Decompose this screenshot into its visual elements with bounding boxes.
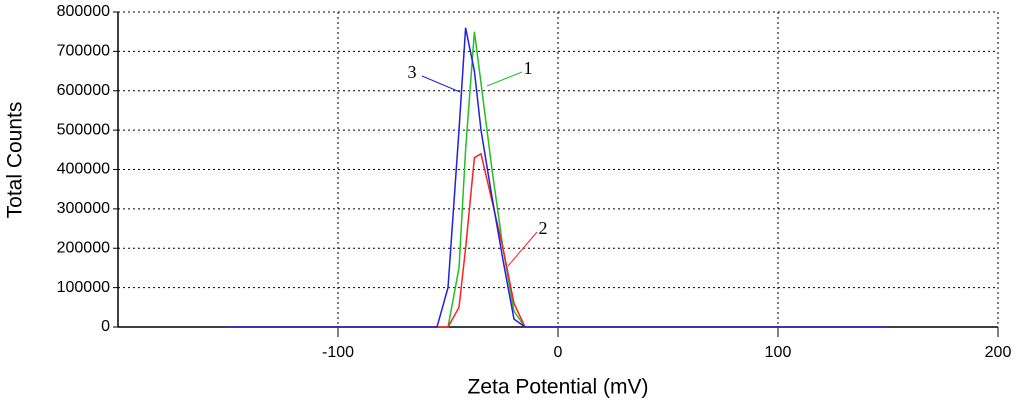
y-tick-label: 500000 xyxy=(57,121,110,138)
label-leader xyxy=(421,75,461,93)
x-tick-label: 100 xyxy=(765,344,792,361)
y-tick-label: 200000 xyxy=(57,239,110,256)
label-leader xyxy=(486,71,523,87)
y-tick-label: 700000 xyxy=(57,43,110,60)
series-label: 2 xyxy=(539,218,548,238)
x-tick-label: -100 xyxy=(322,344,354,361)
x-tick-label: 0 xyxy=(554,344,563,361)
y-tick-label: 0 xyxy=(101,318,110,335)
series-label: 3 xyxy=(408,62,417,82)
y-tick-label: 100000 xyxy=(57,279,110,296)
series-line xyxy=(228,27,888,328)
x-axis-title: Zeta Potential (mV) xyxy=(468,376,649,399)
y-tick-label: 300000 xyxy=(57,200,110,217)
y-axis-title: Total Counts xyxy=(4,102,27,219)
series-line xyxy=(228,152,888,328)
y-tick-label: 600000 xyxy=(57,82,110,99)
y-tick-label: 400000 xyxy=(57,161,110,178)
x-tick-label: 200 xyxy=(985,344,1012,361)
series-label: 1 xyxy=(524,58,533,78)
y-tick-label: 800000 xyxy=(57,3,110,20)
label-leader xyxy=(507,231,538,267)
